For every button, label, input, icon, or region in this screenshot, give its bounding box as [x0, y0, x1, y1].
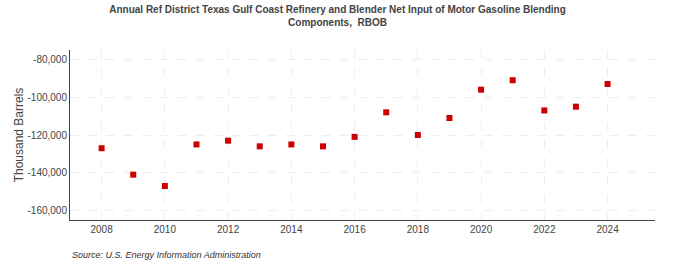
svg-text:-100,000: -100,000	[28, 92, 68, 103]
svg-text:2022: 2022	[533, 224, 556, 235]
svg-text:-80,000: -80,000	[33, 54, 67, 65]
svg-text:-140,000: -140,000	[28, 167, 68, 178]
svg-text:-120,000: -120,000	[28, 130, 68, 141]
svg-text:2016: 2016	[343, 224, 366, 235]
svg-text:2020: 2020	[470, 224, 493, 235]
svg-text:2008: 2008	[90, 224, 113, 235]
svg-text:Thousand Barrels: Thousand Barrels	[12, 88, 26, 183]
svg-text:-160,000: -160,000	[28, 205, 68, 216]
svg-text:2010: 2010	[154, 224, 177, 235]
svg-text:2024: 2024	[596, 224, 619, 235]
svg-text:2014: 2014	[280, 224, 303, 235]
svg-text:2012: 2012	[217, 224, 240, 235]
svg-text:Annual Ref District Texas Gulf: Annual Ref District Texas Gulf Coast Ref…	[109, 4, 566, 28]
svg-text:Source: U.S. Energy Informatio: Source: U.S. Energy Information Administ…	[72, 250, 261, 260]
svg-text:2018: 2018	[407, 224, 430, 235]
